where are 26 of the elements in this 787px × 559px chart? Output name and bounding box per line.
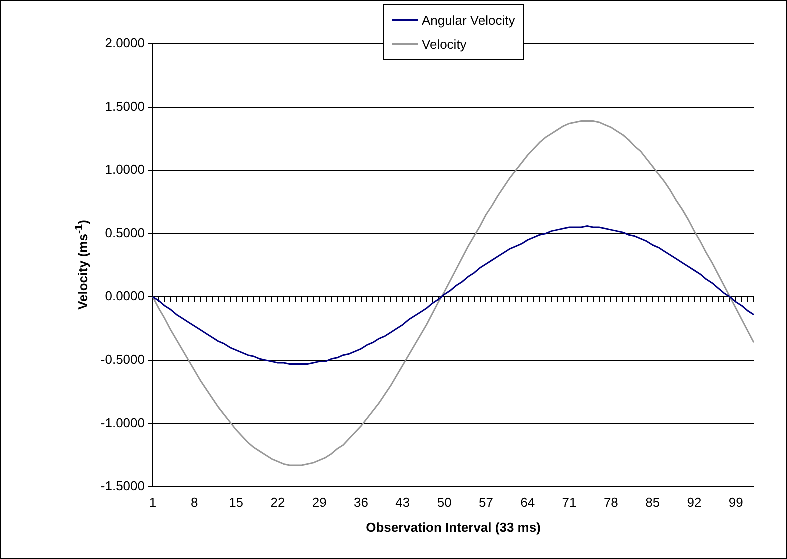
x-tick-label: 71 — [562, 495, 577, 510]
y-tick-label: 0.5000 — [105, 225, 145, 240]
y-tick-label: -0.5000 — [100, 352, 145, 368]
y-tick-label: 0.0000 — [105, 288, 145, 304]
x-tick-label: 36 — [354, 495, 368, 510]
x-tick-label: 29 — [312, 495, 327, 510]
x-tick-label: 15 — [229, 495, 244, 510]
legend-label: Angular Velocity — [422, 12, 516, 28]
x-tick-label: 8 — [191, 495, 198, 510]
y-tick-label: 1.5000 — [105, 98, 145, 114]
x-tick-label: 50 — [437, 495, 452, 510]
x-tick-label: 22 — [270, 495, 286, 510]
x-tick-label: 92 — [687, 495, 702, 510]
x-tick-label: 78 — [604, 495, 618, 510]
x-tick-label: 85 — [646, 495, 660, 510]
y-tick-label: -1.5000 — [100, 478, 145, 494]
x-tick-label: 99 — [728, 495, 744, 510]
y-tick-label: 2.0000 — [105, 36, 145, 51]
x-tick-label: 1 — [149, 495, 157, 510]
x-tick-label: 43 — [396, 495, 410, 510]
x-axis-title: Observation Interval (33 ms) — [365, 520, 542, 535]
x-tick-label: 57 — [478, 495, 494, 510]
x-tick-label: 64 — [520, 495, 536, 510]
y-tick-label: -1.0000 — [100, 415, 145, 430]
y-tick-label: 1.0000 — [105, 162, 145, 178]
legend-label: Velocity — [422, 36, 467, 52]
